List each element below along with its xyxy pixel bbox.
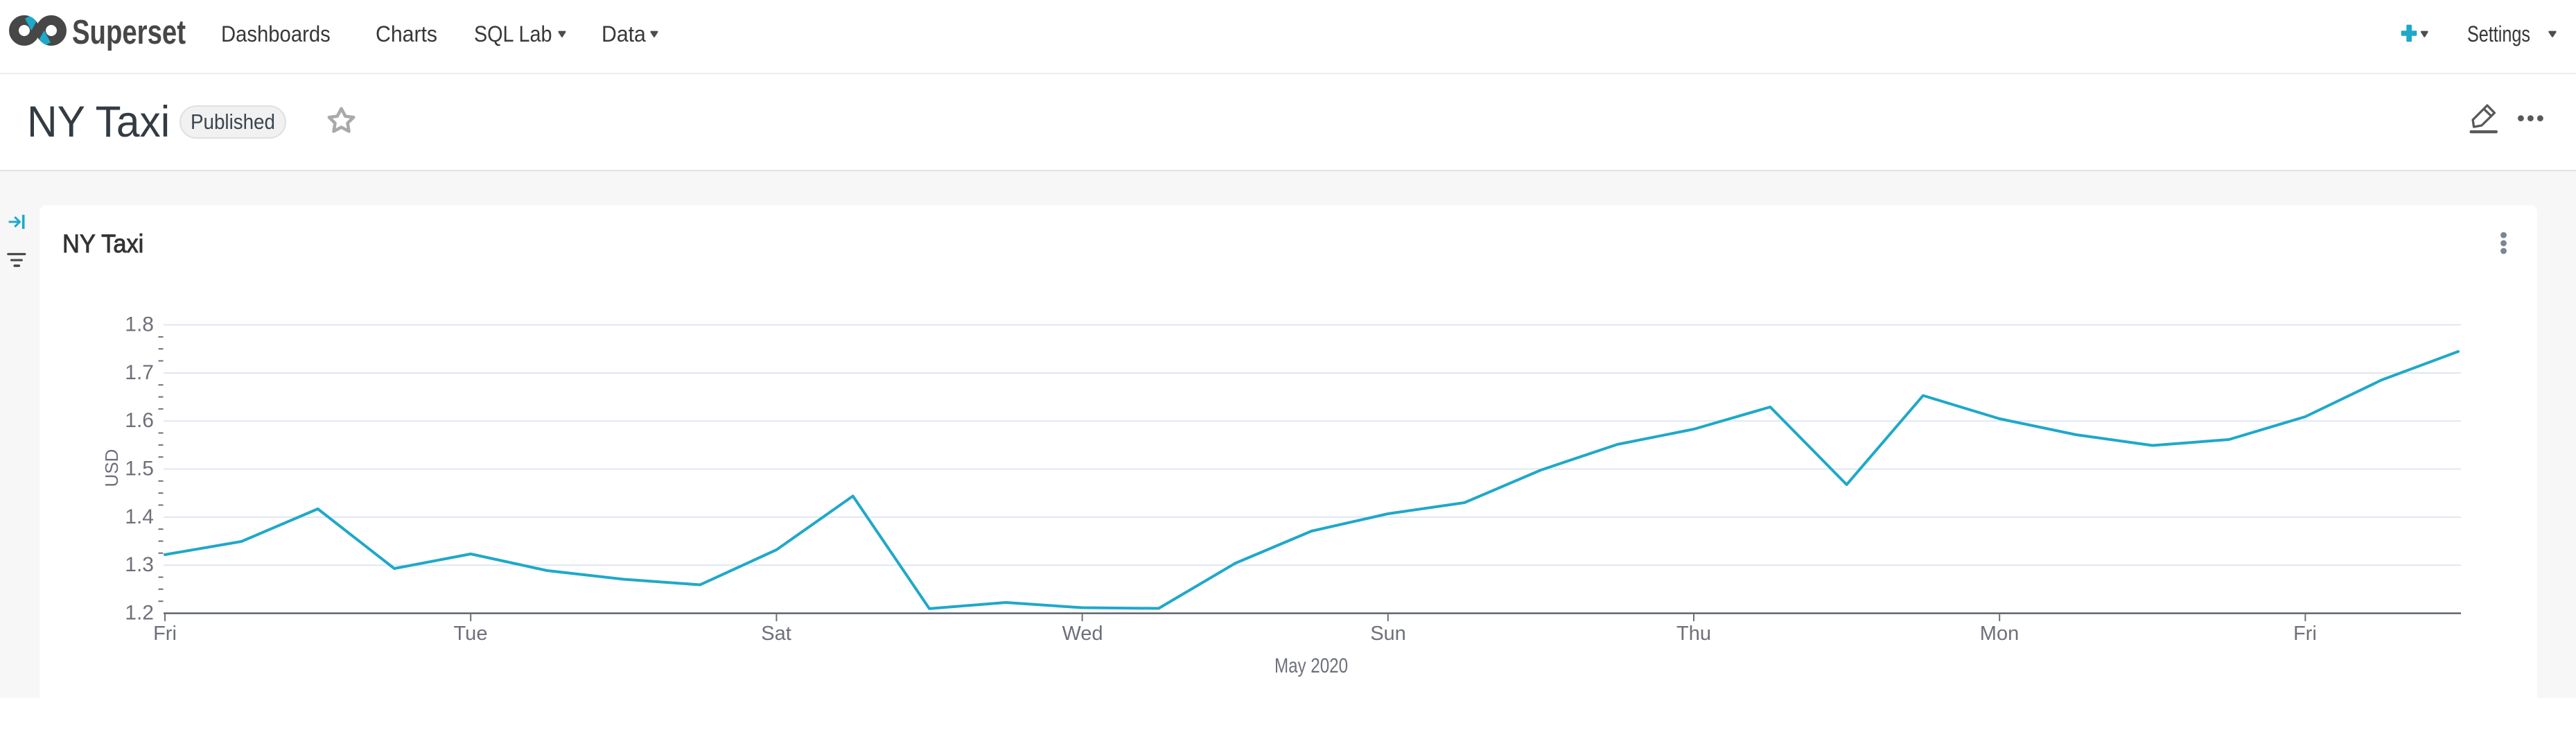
svg-text:1.4: 1.4 [125, 505, 154, 528]
svg-text:USD: USD [101, 449, 122, 487]
svg-text:Sat: Sat [761, 623, 791, 645]
svg-text:1.5: 1.5 [125, 458, 154, 480]
svg-text:Thu: Thu [1676, 623, 1711, 645]
svg-text:Wed: Wed [1062, 623, 1103, 645]
svg-text:Fri: Fri [153, 623, 177, 645]
svg-text:May 2020: May 2020 [1274, 654, 1348, 677]
svg-text:Sun: Sun [1370, 623, 1406, 645]
svg-text:Mon: Mon [1980, 623, 2019, 645]
svg-text:1.6: 1.6 [125, 409, 154, 432]
svg-text:1.3: 1.3 [125, 553, 154, 576]
svg-text:1.7: 1.7 [125, 361, 154, 384]
svg-text:Tue: Tue [454, 623, 488, 645]
svg-text:1.2: 1.2 [125, 602, 154, 625]
svg-text:1.8: 1.8 [125, 313, 154, 336]
svg-text:Fri: Fri [2293, 623, 2317, 645]
